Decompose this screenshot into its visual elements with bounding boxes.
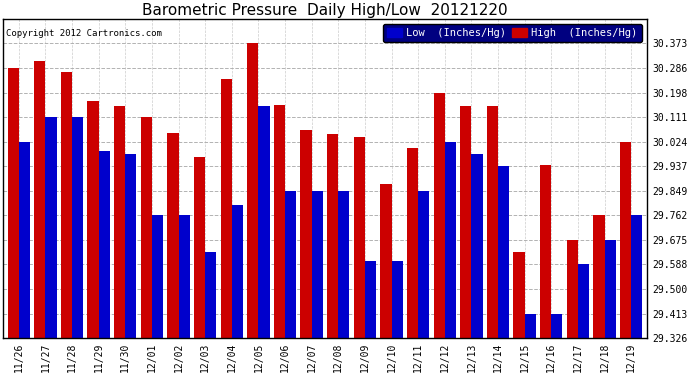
Bar	[524, 314, 536, 338]
Bar	[513, 252, 524, 338]
Bar	[88, 100, 99, 338]
Bar	[487, 106, 498, 338]
Bar	[179, 215, 190, 338]
Bar	[338, 190, 349, 338]
Bar	[631, 215, 642, 338]
Bar	[141, 117, 152, 338]
Bar	[300, 130, 312, 338]
Bar	[312, 190, 323, 338]
Bar	[327, 134, 338, 338]
Bar	[460, 106, 471, 338]
Bar	[540, 165, 551, 338]
Bar	[152, 215, 163, 338]
Bar	[620, 142, 631, 338]
Bar	[274, 105, 285, 338]
Bar	[247, 44, 258, 338]
Bar	[433, 93, 445, 338]
Bar	[391, 261, 403, 338]
Bar	[19, 142, 30, 338]
Bar	[34, 61, 46, 338]
Bar	[285, 190, 296, 338]
Bar	[365, 261, 376, 338]
Bar	[194, 157, 205, 338]
Bar	[551, 314, 562, 338]
Legend: Low  (Inches/Hg), High  (Inches/Hg): Low (Inches/Hg), High (Inches/Hg)	[382, 24, 642, 42]
Bar	[604, 240, 615, 338]
Title: Barometric Pressure  Daily High/Low  20121220: Barometric Pressure Daily High/Low 20121…	[142, 3, 508, 18]
Bar	[258, 106, 270, 338]
Bar	[167, 133, 179, 338]
Bar	[221, 80, 232, 338]
Bar	[114, 106, 126, 338]
Bar	[8, 68, 19, 338]
Bar	[126, 154, 137, 338]
Bar	[61, 72, 72, 338]
Bar	[407, 148, 418, 338]
Bar	[578, 264, 589, 338]
Bar	[593, 215, 604, 338]
Bar	[498, 166, 509, 338]
Bar	[471, 154, 482, 338]
Bar	[354, 137, 365, 338]
Text: Copyright 2012 Cartronics.com: Copyright 2012 Cartronics.com	[6, 28, 162, 38]
Bar	[418, 191, 429, 338]
Bar	[445, 142, 456, 338]
Bar	[72, 117, 83, 338]
Bar	[380, 183, 391, 338]
Bar	[232, 205, 243, 338]
Bar	[46, 117, 57, 338]
Bar	[99, 151, 110, 338]
Bar	[566, 240, 578, 338]
Bar	[205, 252, 216, 338]
